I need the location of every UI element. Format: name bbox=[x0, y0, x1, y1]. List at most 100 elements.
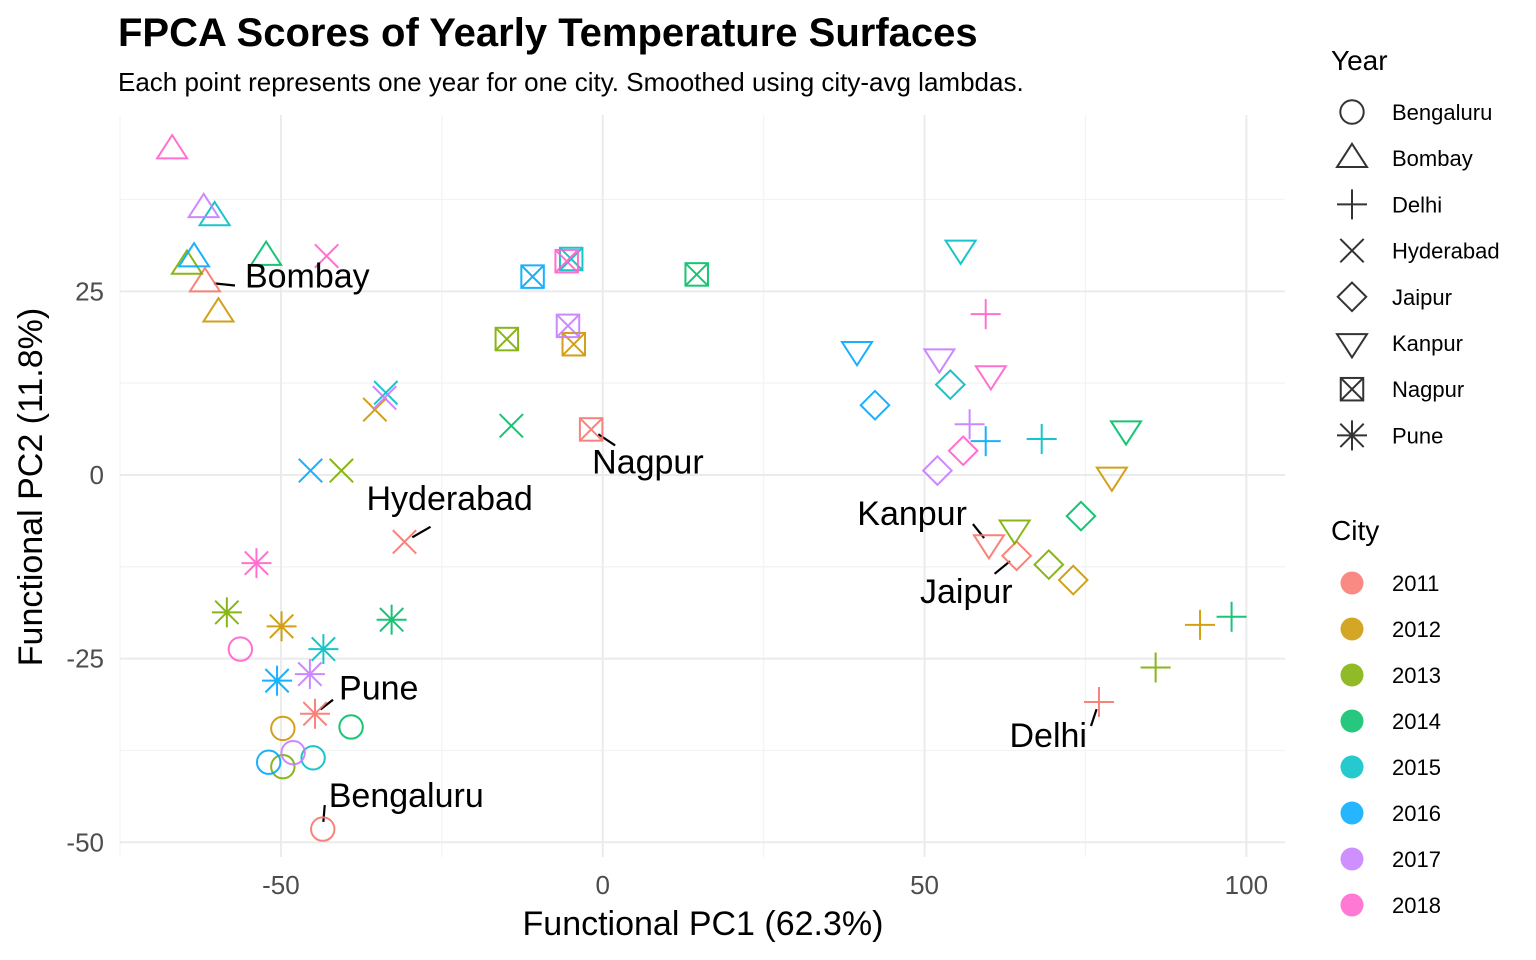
point-kanpur-2017 bbox=[922, 348, 957, 375]
legend-color-swatch-2013 bbox=[1340, 663, 1364, 687]
point-delhi-2015 bbox=[1026, 423, 1057, 454]
legend-color-label: 2017 bbox=[1392, 847, 1441, 872]
annotation-pune: Pune bbox=[339, 670, 418, 708]
legend-color-swatch-2011 bbox=[1340, 571, 1364, 595]
annotation-leader-jaipur bbox=[993, 560, 1011, 575]
annotation-leader-nagpur bbox=[597, 433, 616, 447]
point-kanpur-2013 bbox=[997, 519, 1032, 546]
legend-color-label: 2012 bbox=[1392, 617, 1441, 642]
point-bombay-2017 bbox=[186, 192, 221, 219]
legend-shape-label: Delhi bbox=[1392, 192, 1442, 217]
point-nagpur-2014 bbox=[684, 262, 709, 287]
point-pune-2013 bbox=[211, 597, 242, 628]
annotation-bombay: Bombay bbox=[245, 258, 370, 296]
point-hyderabad-2011 bbox=[392, 529, 417, 555]
point-bengaluru-2014 bbox=[338, 714, 364, 740]
legend-shape-jaipur bbox=[1336, 281, 1368, 313]
point-hyderabad-2017 bbox=[372, 385, 397, 411]
point-bombay-2013 bbox=[170, 248, 204, 275]
point-jaipur-2015 bbox=[934, 368, 966, 401]
point-bengaluru-2015 bbox=[300, 745, 326, 771]
legend-shape-bengaluru bbox=[1339, 99, 1365, 125]
legend-shape-label: Bengaluru bbox=[1392, 100, 1492, 125]
x-tick-label: -50 bbox=[262, 870, 300, 900]
annotation-leader-pune bbox=[319, 698, 334, 711]
point-hyderabad-2013 bbox=[329, 458, 354, 483]
legend-color-label: 2014 bbox=[1392, 709, 1441, 734]
point-pune-2012 bbox=[266, 611, 297, 642]
x-axis-title: Functional PC1 (62.3%) bbox=[523, 905, 884, 943]
point-bombay-2018 bbox=[155, 133, 189, 160]
legend-color-label: 2016 bbox=[1392, 801, 1441, 826]
point-bengaluru-2011 bbox=[310, 816, 336, 842]
point-nagpur-2013 bbox=[494, 326, 520, 352]
legend-color-swatch-2012 bbox=[1340, 617, 1364, 641]
point-jaipur-2016 bbox=[859, 389, 891, 421]
legend-year: Year Bengaluru Bombay Delhi Hyderabad Jaipur… bbox=[1331, 45, 1500, 451]
annotation-kanpur: Kanpur bbox=[857, 495, 967, 533]
chart-title: FPCA Scores of Yearly Temperature Surfac… bbox=[118, 11, 978, 55]
point-hyderabad-2012 bbox=[362, 397, 388, 423]
grid-lines bbox=[119, 115, 1285, 857]
legend-shape-label: Hyderabad bbox=[1392, 239, 1500, 264]
point-bombay-2011 bbox=[188, 266, 222, 293]
x-tick-label: 50 bbox=[910, 870, 939, 900]
point-bengaluru-2013 bbox=[270, 753, 296, 780]
annotation-hyderabad: Hyderabad bbox=[366, 480, 532, 518]
point-kanpur-2015 bbox=[943, 239, 978, 266]
point-pune-2014 bbox=[376, 604, 407, 635]
point-bengaluru-2016 bbox=[255, 749, 282, 775]
annotation-bengaluru: Bengaluru bbox=[329, 777, 484, 815]
point-jaipur-2014 bbox=[1065, 500, 1097, 532]
point-delhi-2011 bbox=[1083, 686, 1114, 717]
legend-shape-delhi bbox=[1337, 189, 1367, 220]
point-hyderabad-2016 bbox=[298, 458, 323, 483]
x-axis-ticks: -50 0 50 100 bbox=[262, 870, 1268, 900]
y-axis-title: Functional PC2 (11.8%) bbox=[12, 308, 50, 666]
legend-city: City 2011 2012 2013 2014 2015 2016 2017 2018 bbox=[1331, 515, 1441, 918]
point-jaipur-2017 bbox=[921, 454, 954, 487]
annotation-leader-hyderabad bbox=[411, 525, 432, 539]
point-delhi-2016 bbox=[970, 426, 1001, 457]
annotation-delhi: Delhi bbox=[1010, 717, 1087, 755]
annotation-nagpur: Nagpur bbox=[592, 443, 704, 481]
point-kanpur-2018 bbox=[974, 365, 1008, 392]
legend-city-title: City bbox=[1331, 515, 1379, 546]
point-delhi-2012 bbox=[1185, 609, 1216, 640]
legend-shape-pune bbox=[1337, 420, 1367, 451]
legend-shape-label: Nagpur bbox=[1392, 377, 1464, 402]
y-axis-ticks: -50 -25 0 25 bbox=[66, 276, 104, 857]
legend-shape-nagpur bbox=[1339, 376, 1365, 402]
chart-subtitle: Each point represents one year for one c… bbox=[118, 67, 1024, 97]
annotation-labels: Bombay Nagpur Hyderabad Kanpur Jaipur Pune Del… bbox=[245, 258, 1087, 816]
point-hyderabad-2014 bbox=[498, 413, 524, 439]
legend-shape-label: Bombay bbox=[1392, 146, 1473, 171]
point-nagpur-2018 bbox=[554, 248, 579, 274]
legend-color-label: 2011 bbox=[1392, 571, 1439, 596]
legend-shape-label: Kanpur bbox=[1392, 331, 1463, 356]
point-nagpur-2016 bbox=[520, 264, 545, 289]
point-bombay-2014 bbox=[249, 239, 283, 266]
annotation-leaders bbox=[213, 282, 1098, 822]
legend-shape-label: Pune bbox=[1392, 423, 1443, 448]
data-points bbox=[155, 133, 1247, 842]
point-delhi-2017 bbox=[954, 409, 985, 440]
point-delhi-2018 bbox=[970, 299, 1001, 330]
legend-year-title: Year bbox=[1331, 45, 1388, 76]
point-jaipur-2013 bbox=[1033, 548, 1065, 581]
legend-shape-kanpur bbox=[1335, 333, 1369, 360]
legend-color-swatch-2017 bbox=[1340, 847, 1364, 871]
point-jaipur-2018 bbox=[947, 435, 979, 467]
point-bombay-2012 bbox=[201, 296, 236, 323]
point-delhi-2013 bbox=[1140, 652, 1171, 683]
legend-shape-hyderabad bbox=[1339, 238, 1365, 264]
point-bengaluru-2018 bbox=[227, 636, 254, 662]
point-bombay-2016 bbox=[177, 241, 211, 268]
legend-color-swatch-2014 bbox=[1340, 709, 1364, 733]
x-tick-label: 0 bbox=[596, 870, 610, 900]
y-tick-label: -25 bbox=[66, 644, 104, 674]
point-kanpur-2016 bbox=[840, 340, 874, 368]
y-tick-label: 25 bbox=[75, 276, 104, 306]
annotation-leader-bombay bbox=[213, 282, 236, 287]
